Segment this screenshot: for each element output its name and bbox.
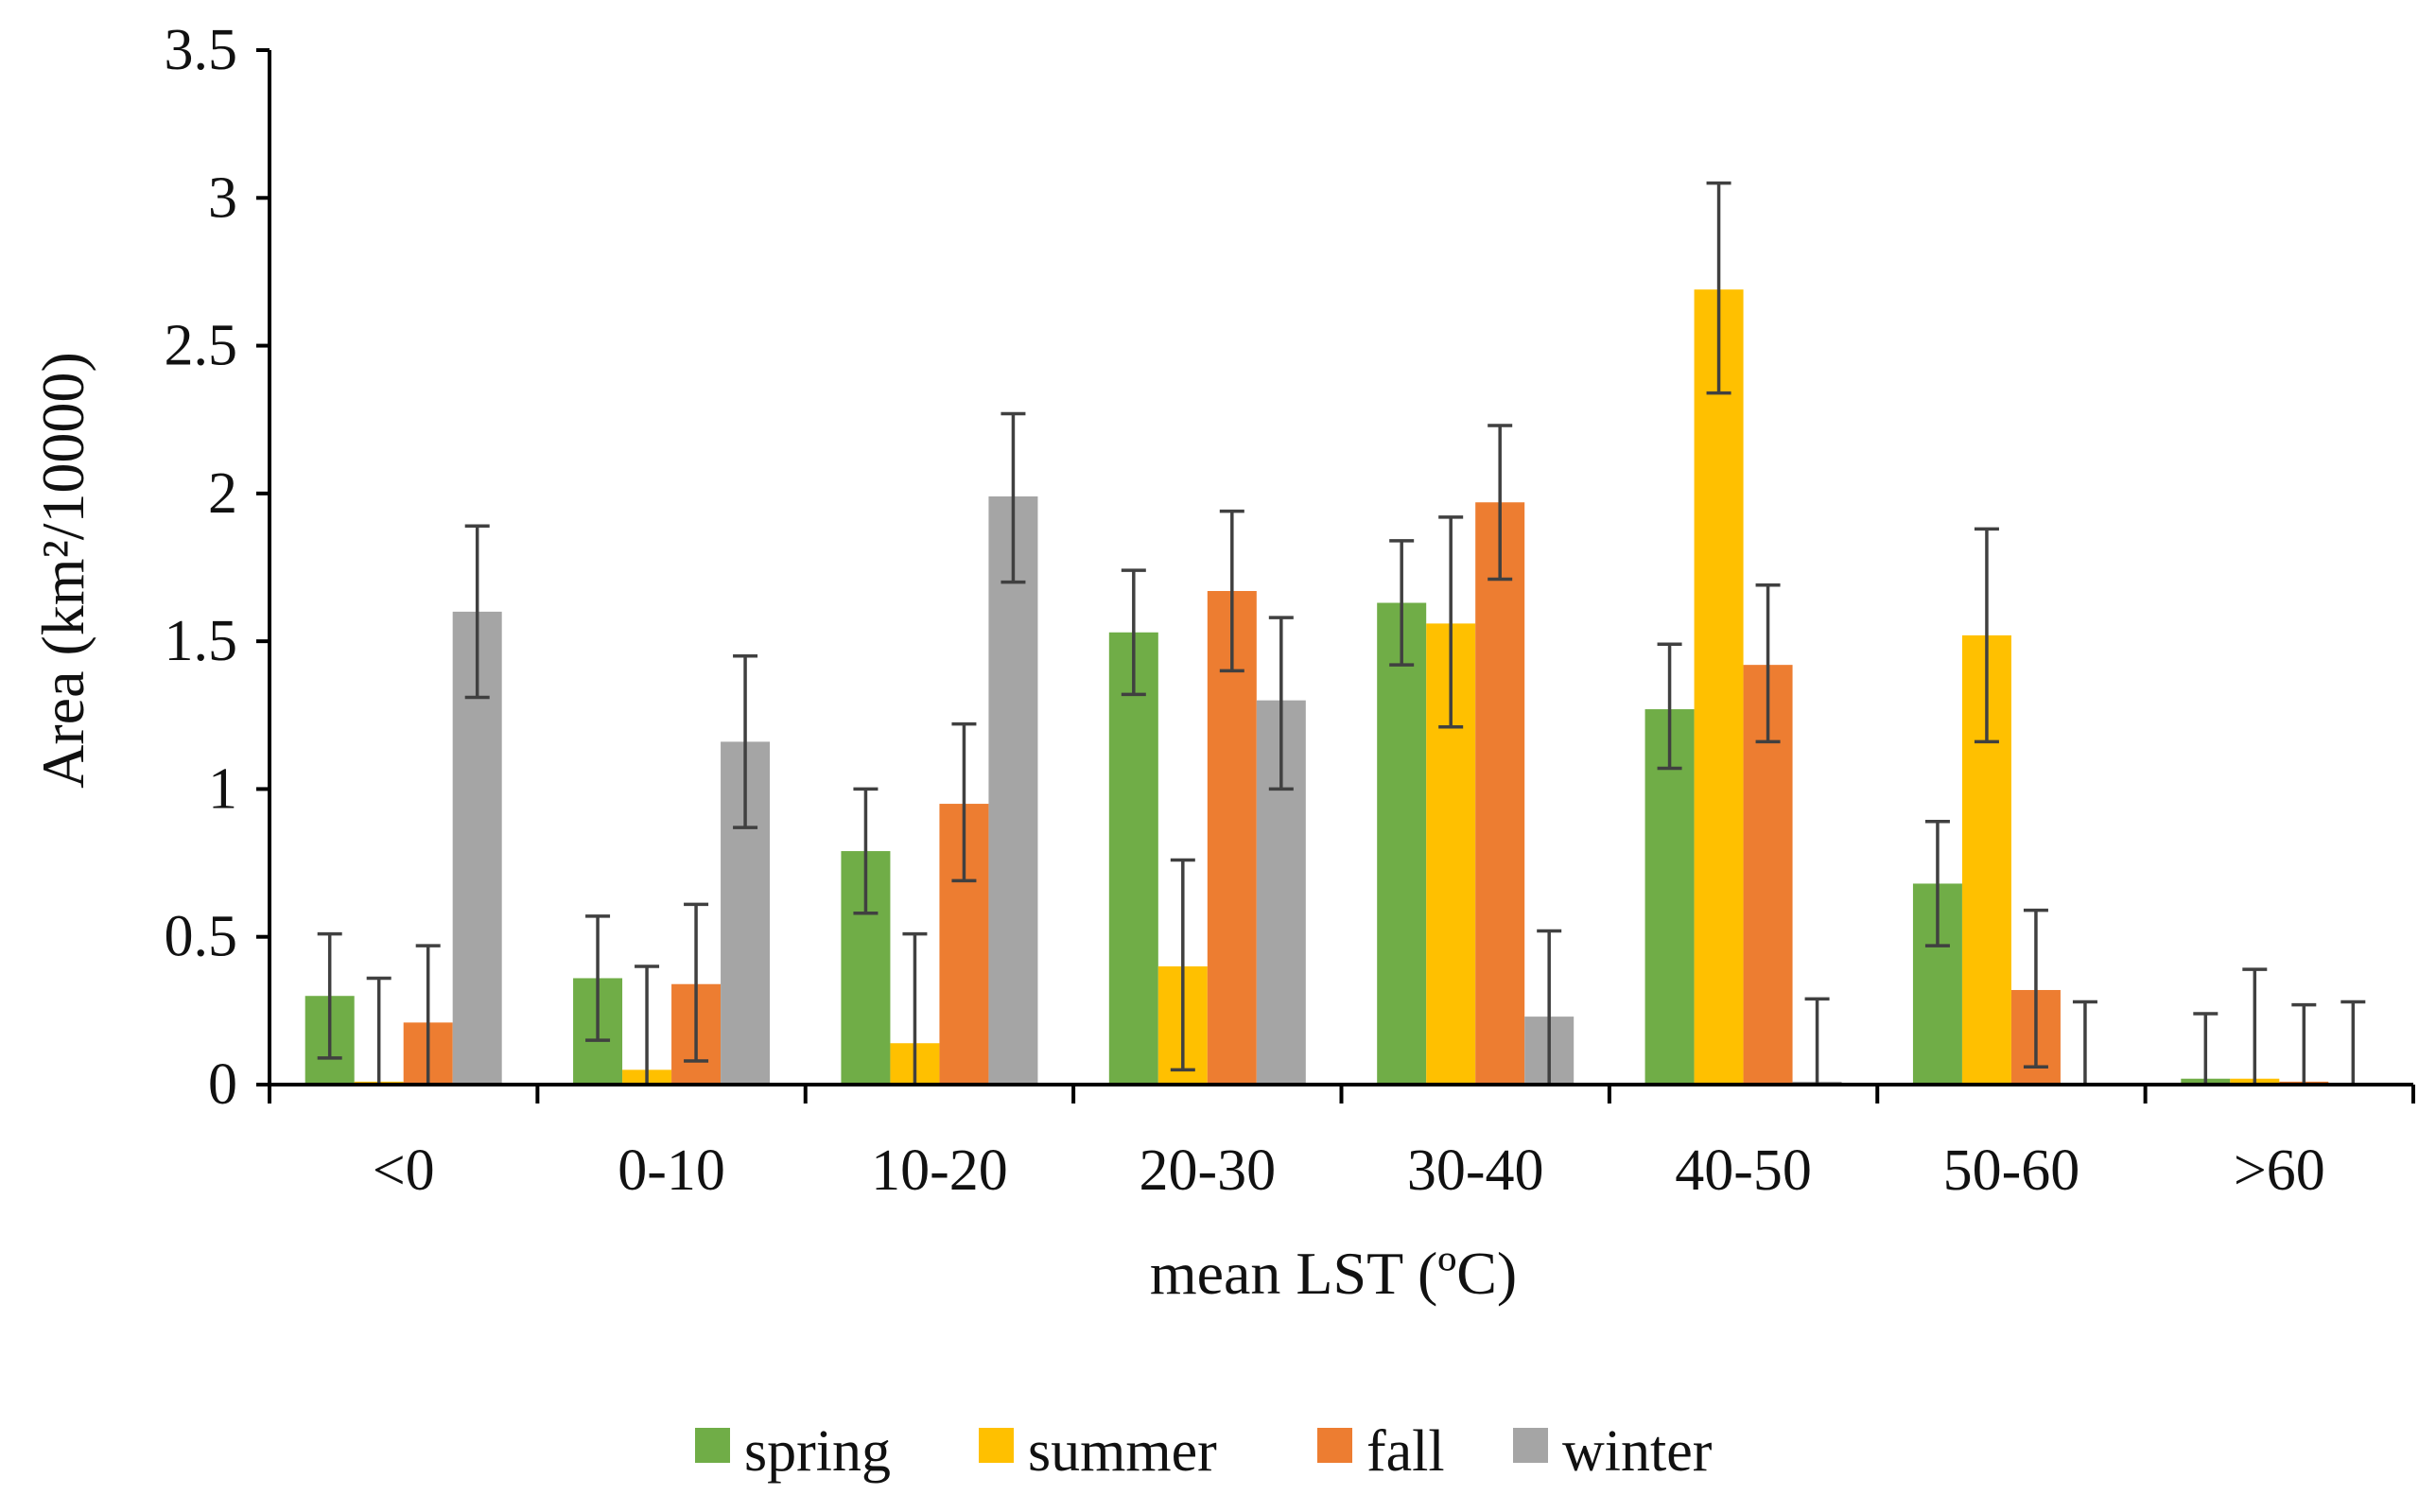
y-tick-label: 2.5: [165, 314, 238, 378]
bar-winter: [988, 495, 1038, 1085]
x-axis-title: mean LST (ºC): [1150, 1240, 1517, 1307]
error-bar-spring: [585, 914, 611, 1042]
error-bar-winter: [464, 524, 490, 700]
error-bar-winter: [1804, 997, 1830, 1085]
x-axis-ticks: <0 0-10 10-20 20-30 30-40 40-50 50-60 >60: [268, 1085, 2415, 1203]
error-bar-spring: [2193, 1012, 2218, 1085]
error-bar-winter: [1000, 411, 1026, 584]
bar-fall: [1475, 502, 1525, 1085]
error-bar-winter: [2072, 999, 2097, 1085]
legend-item-spring: spring: [695, 1419, 891, 1484]
y-tick-label: 3.5: [165, 18, 238, 82]
y-tick-label: 1.5: [165, 609, 238, 673]
x-tick-label: 20-30: [1139, 1138, 1276, 1203]
x-tick-label: 50-60: [1943, 1138, 2080, 1203]
error-bar-summer: [1438, 515, 1464, 729]
error-bar-fall: [415, 944, 441, 1085]
legend-label: spring: [744, 1419, 891, 1484]
legend-label: winter: [1562, 1419, 1713, 1484]
legend-label: summer: [1028, 1419, 1217, 1484]
error-bar-spring: [1121, 568, 1146, 697]
error-bar-summer: [1706, 181, 1731, 395]
error-bar-summer: [1974, 527, 1999, 744]
x-tick-label: 30-40: [1407, 1138, 1544, 1203]
error-bar-summer: [1170, 858, 1195, 1072]
legend-item-winter: winter: [1513, 1419, 1713, 1484]
legend-swatch: [1513, 1428, 1548, 1463]
error-bar-summer: [366, 976, 392, 1085]
axes-layer: [268, 50, 2413, 1086]
error-bar-fall: [2291, 1002, 2317, 1085]
error-bar-fall: [951, 721, 977, 883]
bar-spring: [1377, 602, 1427, 1085]
error-bar-fall: [2023, 908, 2048, 1069]
y-tick-label: 3: [208, 165, 237, 230]
legend-item-fall: fall: [1317, 1419, 1445, 1484]
error-bar-spring: [1924, 820, 1950, 947]
bars-layer: [304, 289, 2329, 1085]
y-tick-label: 1: [208, 756, 237, 821]
error-bar-spring: [853, 787, 879, 915]
legend-item-summer: summer: [979, 1419, 1217, 1484]
error-bar-spring: [1657, 642, 1682, 771]
error-bar-summer: [635, 965, 660, 1085]
x-tick-label: <0: [373, 1138, 435, 1203]
bar-summer: [1694, 289, 1744, 1085]
error-bar-spring: [317, 931, 342, 1060]
error-bar-summer: [902, 931, 928, 1085]
bar-spring: [1644, 709, 1695, 1085]
error-bar-winter: [733, 654, 758, 829]
legend-swatch: [979, 1428, 1014, 1463]
error-bar-fall: [684, 902, 709, 1063]
y-axis-ticks: 0 0.5 1 1.5 2 2.5 3 3.5: [165, 18, 270, 1117]
legend-swatch: [1317, 1428, 1352, 1463]
error-bar-fall: [1219, 509, 1244, 673]
x-tick-label: 10-20: [871, 1138, 1008, 1203]
y-tick-label: 0.5: [165, 905, 238, 969]
error-bar-spring: [1389, 539, 1415, 667]
y-tick-label: 2: [208, 461, 237, 526]
x-tick-label: 40-50: [1675, 1138, 1812, 1203]
y-tick-label: 0: [208, 1052, 237, 1117]
x-tick-label: >60: [2234, 1138, 2325, 1203]
bar-fall: [1207, 591, 1257, 1085]
error-bar-summer: [2242, 967, 2268, 1085]
error-bar-fall: [1488, 424, 1513, 582]
error-bars-layer: [317, 181, 2366, 1085]
legend-label: fall: [1366, 1419, 1445, 1484]
error-bar-winter: [1537, 929, 1562, 1085]
error-bar-winter: [1268, 616, 1294, 791]
y-axis-title: Area (km²/10000): [29, 352, 96, 789]
error-bar-fall: [1755, 583, 1781, 744]
error-bar-winter: [2340, 999, 2366, 1085]
bar-spring: [1108, 632, 1158, 1085]
legend-swatch: [695, 1428, 730, 1463]
x-tick-label: 0-10: [618, 1138, 725, 1203]
legend: spring summer fall winter: [695, 1419, 1713, 1484]
